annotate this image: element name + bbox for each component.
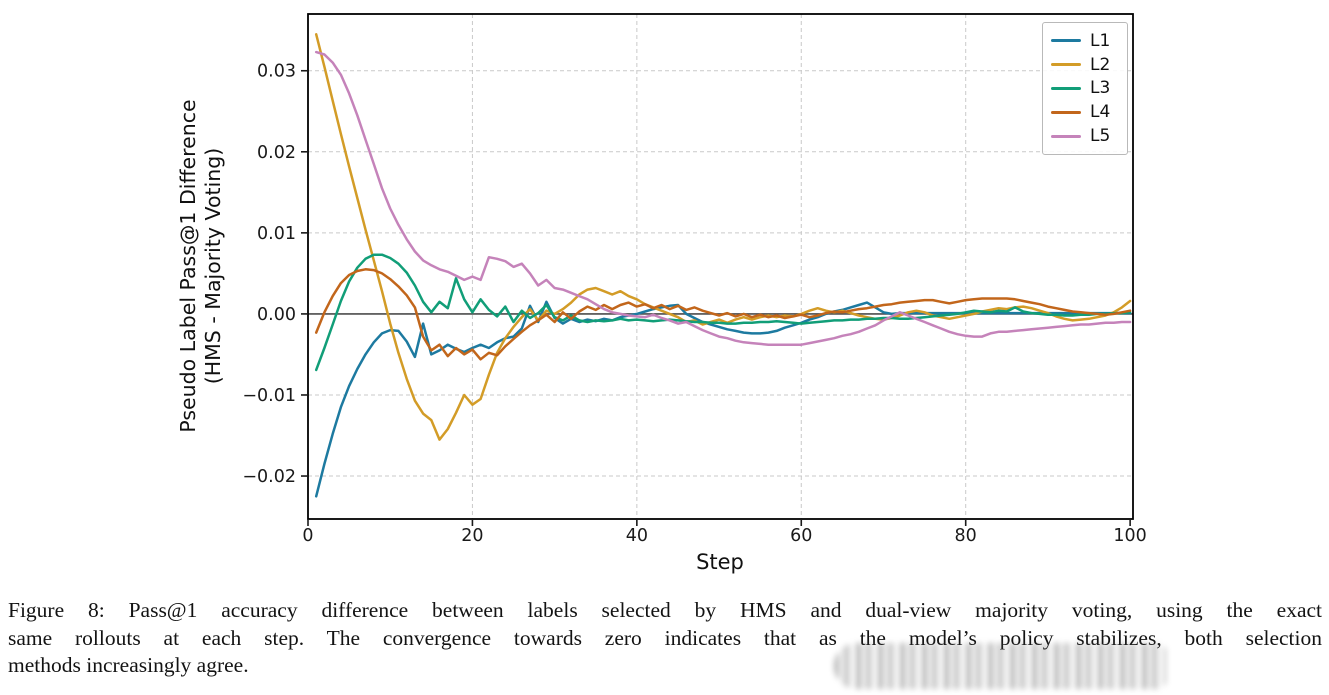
x-tick-label: 0 (302, 526, 313, 546)
y-tick-label: 0.02 (257, 143, 296, 163)
legend-label: L5 (1090, 126, 1111, 147)
legend-swatch-L4 (1051, 110, 1081, 114)
legend-item-L2: L2 (1051, 53, 1119, 77)
y-tick-label: 0.03 (257, 62, 296, 82)
legend-swatch-L3 (1051, 86, 1081, 90)
caption-line: same rollouts at each step. The converge… (8, 625, 1322, 650)
caption-line: methods increasingly agree. (8, 653, 249, 678)
x-tick-label: 60 (790, 526, 812, 546)
legend-swatch-L1 (1051, 39, 1081, 43)
legend-label: L3 (1090, 78, 1111, 99)
caption-line: Figure 8: Pass@1 accuracy difference bet… (8, 598, 1322, 622)
series-line-L2 (314, 33, 1132, 441)
legend: L1 L2 L3 L4 L5 (1042, 22, 1128, 155)
legend-item-L3: L3 (1051, 77, 1119, 101)
line-chart: 0 20 40 60 80 100 0.03 0.02 0.01 0.00 −0.01 −0.02 S… (242, 13, 1147, 574)
series-line-L5 (314, 50, 1132, 346)
x-axis-label: Step (696, 550, 744, 574)
legend-label: L4 (1090, 102, 1111, 123)
x-tick-label: 80 (955, 526, 977, 546)
x-tick-label: 40 (626, 526, 648, 546)
x-tick-label: 20 (461, 526, 483, 546)
tick-layer: 0 20 40 60 80 100 0.03 0.02 0.01 0.00 −0.01 −0.02 (242, 62, 1146, 546)
series-layer (314, 33, 1132, 498)
legend-item-L1: L1 (1051, 29, 1119, 53)
legend-item-L5: L5 (1051, 124, 1119, 148)
series-line-L3 (314, 253, 1132, 372)
legend-item-L4: L4 (1051, 100, 1119, 124)
y-tick-label: −0.02 (242, 467, 296, 487)
figure-caption: Figure 8: Pass@1 accuracy difference bet… (8, 597, 1322, 680)
legend-swatch-L2 (1051, 63, 1081, 67)
plot-frame (307, 13, 1134, 520)
series-line-L4 (314, 268, 1132, 361)
y-tick-label: −0.01 (242, 386, 296, 406)
y-axis-label: Pseudo Label Pass@1 Difference (HMS - Ma… (176, 99, 226, 432)
y-tick-label: 0.00 (257, 305, 296, 325)
y-tick-label: 0.01 (257, 224, 296, 244)
x-tick-label: 100 (1113, 526, 1146, 546)
legend-swatch-L5 (1051, 134, 1081, 138)
y-axis-label-line2: (HMS - Majority Voting) (201, 147, 225, 385)
series-line-L1 (314, 300, 1132, 498)
legend-label: L1 (1090, 30, 1111, 51)
y-axis-label-line1: Pseudo Label Pass@1 Difference (176, 99, 200, 433)
figure-chart-area: 0 20 40 60 80 100 0.03 0.02 0.01 0.00 −0.01 −0.02 S… (176, 13, 1147, 574)
legend-label: L2 (1090, 54, 1111, 75)
